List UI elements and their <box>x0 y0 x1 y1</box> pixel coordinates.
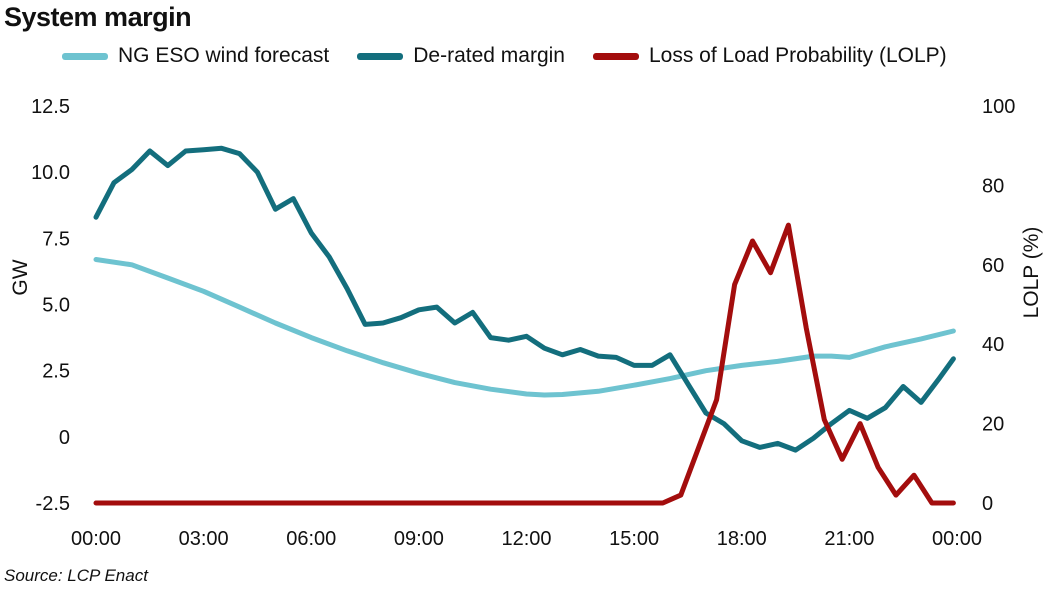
y-axis-label: GW <box>9 259 32 295</box>
y-tick-label: 2.5 <box>42 361 70 383</box>
legend-swatch-lolp <box>592 52 639 60</box>
x-tick-label: 15:00 <box>609 528 659 550</box>
y2-axis-label: LOLP (%) <box>1020 227 1043 319</box>
y2-tick-label: 0 <box>982 493 993 515</box>
legend-item-wind-forecast: NG ESO wind forecast <box>62 44 329 68</box>
series-line-derated-margin <box>93 145 956 453</box>
y-tick-label: 7.5 <box>42 228 70 250</box>
x-tick-label: 00:00 <box>71 528 121 550</box>
x-tick-label: 12:00 <box>501 528 551 550</box>
x-tick-label: 09:00 <box>394 528 444 550</box>
x-tick-label: 06:00 <box>286 528 336 550</box>
y-tick-label: 10.0 <box>31 162 70 184</box>
legend-swatch-wind-forecast <box>62 52 108 60</box>
x-tick-label: 03:00 <box>179 528 229 550</box>
y2-tick-label: 40 <box>982 334 1004 356</box>
legend-label-derated-margin: De-rated margin <box>413 44 565 67</box>
y-tick-label: -2.5 <box>36 493 70 515</box>
legend-label-wind-forecast: NG ESO wind forecast <box>118 44 330 67</box>
y-tick-label: 0 <box>59 427 70 449</box>
y2-tick-label: 100 <box>982 96 1015 118</box>
legend: NG ESO wind forecast De-rated margin Los… <box>62 44 975 68</box>
legend-item-lolp: Loss of Load Probability (LOLP) <box>592 44 947 68</box>
x-tick-label: 00:00 <box>932 528 982 550</box>
y-tick-label: 12.5 <box>31 96 70 118</box>
series-line-wind-forecast <box>93 257 956 398</box>
legend-swatch-derated-margin <box>357 52 404 60</box>
legend-label-lolp: Loss of Load Probability (LOLP) <box>648 44 947 67</box>
legend-item-derated-margin: De-rated margin <box>357 44 565 68</box>
y-tick-label: 5.0 <box>42 295 70 317</box>
x-tick-label: 21:00 <box>824 528 874 550</box>
y2-tick-label: 20 <box>982 414 1004 436</box>
source-note: Source: LCP Enact <box>4 566 148 585</box>
y2-tick-label: 60 <box>982 255 1004 277</box>
series-line-lolp <box>93 222 956 506</box>
x-tick-label: 18:00 <box>717 528 767 550</box>
y2-tick-label: 80 <box>982 175 1004 197</box>
chart-title: System margin <box>4 2 192 32</box>
